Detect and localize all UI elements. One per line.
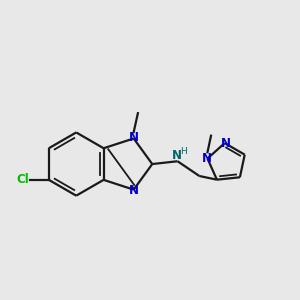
Text: N: N [202, 152, 212, 165]
Text: Cl: Cl [16, 173, 29, 186]
Text: N: N [172, 149, 182, 163]
Text: N: N [129, 131, 139, 144]
Text: N: N [221, 136, 231, 150]
Text: N: N [129, 184, 139, 197]
Text: H: H [180, 147, 187, 156]
